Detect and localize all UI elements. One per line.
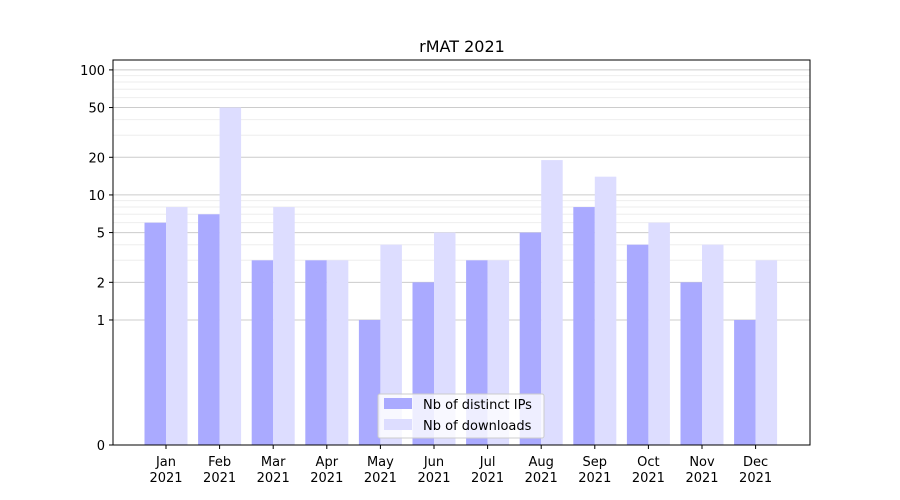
y-axis: 0 1 2 5 10 20 50 100 <box>80 64 113 454</box>
bars <box>144 107 778 446</box>
x-tick-label-month: Aug <box>529 455 554 470</box>
bar-distinct-ips <box>305 260 327 445</box>
y-tick-label: 1 <box>97 314 105 329</box>
x-tick-label-month: Mar <box>261 455 286 470</box>
legend-box <box>377 393 545 439</box>
bar-downloads <box>273 207 295 445</box>
bar-downloads <box>434 232 456 445</box>
bar-distinct-ips <box>734 319 756 445</box>
y-tick-label: 20 <box>88 151 105 166</box>
legend-swatch-ips <box>384 398 412 409</box>
y-tick-label: 100 <box>80 64 105 79</box>
x-tick-label-month: Dec <box>743 455 768 470</box>
x-tick-label-month: May <box>367 455 394 470</box>
x-tick-label-year: 2021 <box>471 471 504 486</box>
plot-frame <box>112 59 811 446</box>
y-tick-label: 10 <box>88 189 105 204</box>
legend-swatch-downloads <box>384 419 412 430</box>
x-tick-label-month: Jul <box>479 455 496 470</box>
bar-distinct-ips <box>144 222 166 445</box>
chart-title: rMAT 2021 <box>419 37 505 56</box>
bar-distinct-ips <box>251 260 274 445</box>
bar-downloads <box>326 260 349 445</box>
x-tick-label-month: Feb <box>208 455 231 470</box>
bar-distinct-ips <box>358 319 381 445</box>
x-tick-label-year: 2021 <box>578 471 611 486</box>
bar-distinct-ips <box>573 207 595 445</box>
x-tick-label-month: Nov <box>689 455 715 470</box>
x-tick-label-month: Jun <box>423 455 444 470</box>
x-tick-label-month: Apr <box>316 455 339 470</box>
y-tick-label: 2 <box>97 276 105 291</box>
y-tick-label: 0 <box>97 439 105 454</box>
bar-downloads <box>648 222 670 445</box>
x-tick-label-year: 2021 <box>203 471 236 486</box>
x-tick-label-year: 2021 <box>364 471 397 486</box>
x-tick-label-year: 2021 <box>149 471 182 486</box>
legend-label-ips: Nb of distinct IPs <box>423 398 532 413</box>
legend-label-downloads: Nb of downloads <box>423 419 532 434</box>
bar-downloads <box>166 207 188 445</box>
bar-downloads <box>755 260 778 445</box>
x-tick-label-year: 2021 <box>417 471 450 486</box>
x-axis: Jan2021Feb2021Mar2021Apr2021May2021Jun20… <box>149 445 772 486</box>
bar-distinct-ips <box>626 244 649 445</box>
bar-downloads <box>541 160 563 445</box>
x-tick-label-year: 2021 <box>310 471 343 486</box>
bar-distinct-ips <box>680 282 702 445</box>
y-tick-label: 50 <box>88 102 105 117</box>
x-tick-label-month: Sep <box>583 455 608 470</box>
bar-downloads <box>594 176 617 445</box>
bar-downloads <box>219 107 242 446</box>
bar-downloads <box>702 244 724 445</box>
x-tick-label-year: 2021 <box>739 471 772 486</box>
bar-distinct-ips <box>519 232 542 445</box>
x-tick-label-year: 2021 <box>257 471 290 486</box>
y-tick-label: 5 <box>97 227 105 242</box>
legend: Nb of distinct IPs Nb of downloads <box>377 393 545 439</box>
bar-distinct-ips <box>198 214 220 445</box>
x-tick-label-month: Jan <box>155 455 176 470</box>
x-tick-label-year: 2021 <box>525 471 558 486</box>
x-tick-label-year: 2021 <box>685 471 718 486</box>
x-tick-label-year: 2021 <box>632 471 665 486</box>
x-tick-label-month: Oct <box>637 455 659 470</box>
